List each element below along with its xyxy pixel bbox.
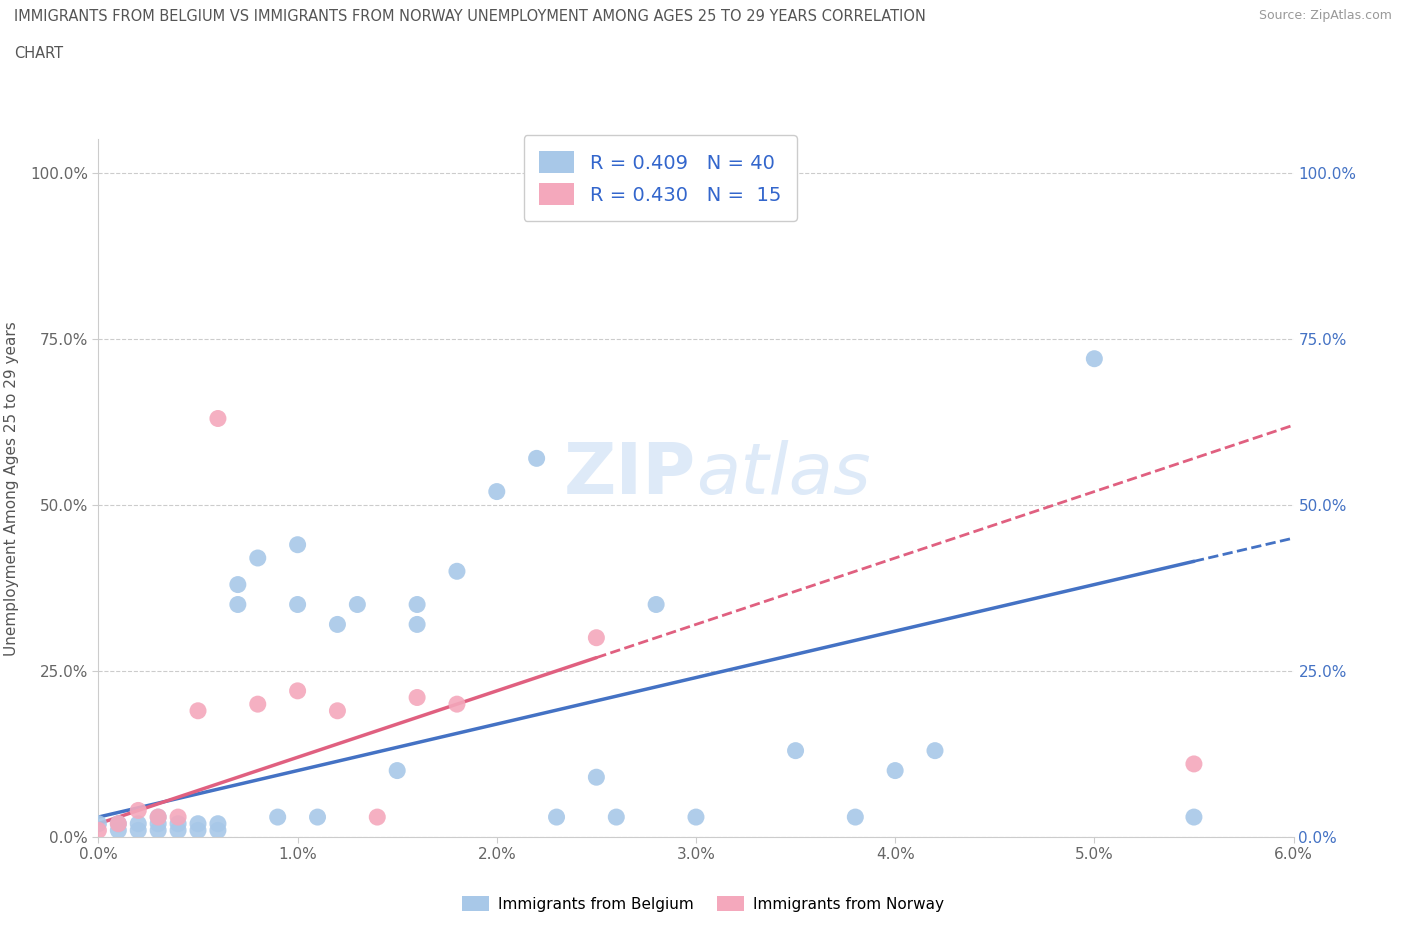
Point <box>1083 352 1105 366</box>
Point <box>385 764 409 778</box>
Point <box>107 817 129 831</box>
Point <box>226 578 249 592</box>
Point <box>107 817 129 831</box>
Point <box>87 823 110 838</box>
Point <box>167 817 190 831</box>
Y-axis label: Unemployment Among Ages 25 to 29 years: Unemployment Among Ages 25 to 29 years <box>4 321 18 656</box>
Point <box>287 684 309 698</box>
Point <box>246 551 269 565</box>
Point <box>307 810 329 825</box>
Point <box>924 743 946 758</box>
Legend: Immigrants from Belgium, Immigrants from Norway: Immigrants from Belgium, Immigrants from… <box>456 889 950 918</box>
Point <box>485 485 508 499</box>
Point <box>526 451 548 466</box>
Text: atlas: atlas <box>696 440 870 509</box>
Point <box>585 631 607 645</box>
Point <box>167 823 190 838</box>
Point <box>884 764 907 778</box>
Legend: R = 0.409   N = 40, R = 0.430   N =  15: R = 0.409 N = 40, R = 0.430 N = 15 <box>523 135 797 221</box>
Point <box>87 817 110 831</box>
Point <box>207 411 229 426</box>
Point <box>406 690 429 705</box>
Point <box>148 810 170 825</box>
Text: Source: ZipAtlas.com: Source: ZipAtlas.com <box>1258 9 1392 22</box>
Point <box>167 810 190 825</box>
Point <box>346 597 368 612</box>
Point <box>326 617 349 631</box>
Point <box>406 597 429 612</box>
Point <box>1182 810 1205 825</box>
Point <box>127 823 149 838</box>
Point <box>287 538 309 552</box>
Text: CHART: CHART <box>14 46 63 61</box>
Point <box>127 803 149 817</box>
Point <box>187 823 209 838</box>
Point <box>546 810 568 825</box>
Point <box>207 817 229 831</box>
Point <box>446 697 468 711</box>
Point <box>446 564 468 578</box>
Point <box>267 810 290 825</box>
Point <box>148 810 170 825</box>
Point <box>207 823 229 838</box>
Point <box>127 817 149 831</box>
Point <box>187 703 209 718</box>
Point <box>148 817 170 831</box>
Point <box>1182 756 1205 771</box>
Point <box>605 810 627 825</box>
Point <box>148 823 170 838</box>
Point <box>187 817 209 831</box>
Point <box>785 743 807 758</box>
Point <box>406 617 429 631</box>
Point <box>326 703 349 718</box>
Point <box>226 597 249 612</box>
Point <box>844 810 866 825</box>
Point <box>645 597 668 612</box>
Point <box>366 810 388 825</box>
Point <box>685 810 707 825</box>
Point <box>107 823 129 838</box>
Text: ZIP: ZIP <box>564 440 696 509</box>
Point <box>246 697 269 711</box>
Point <box>287 597 309 612</box>
Point <box>585 770 607 785</box>
Text: IMMIGRANTS FROM BELGIUM VS IMMIGRANTS FROM NORWAY UNEMPLOYMENT AMONG AGES 25 TO : IMMIGRANTS FROM BELGIUM VS IMMIGRANTS FR… <box>14 9 927 24</box>
